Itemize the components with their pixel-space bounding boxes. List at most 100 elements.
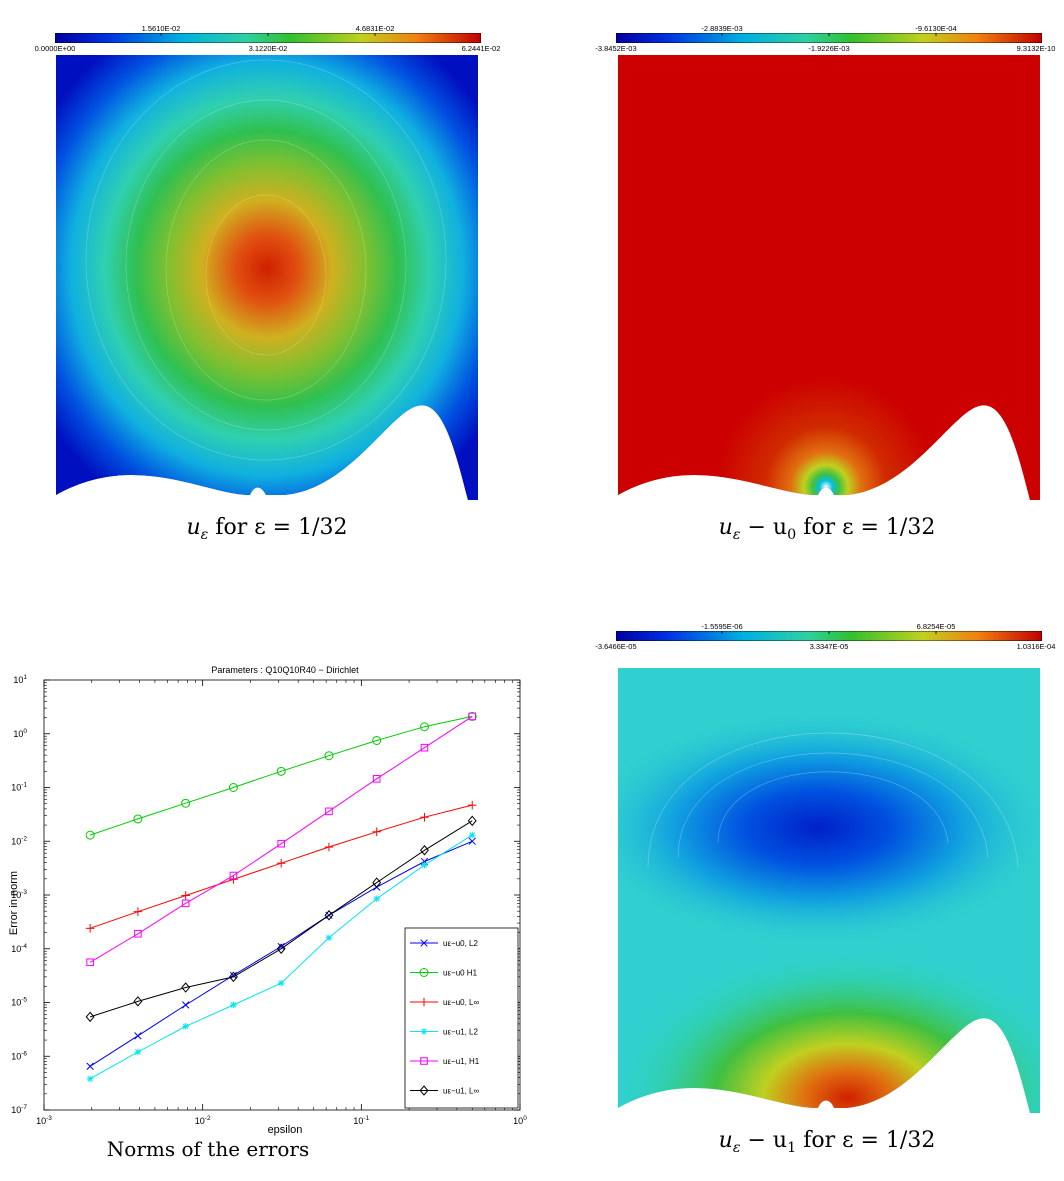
- y-tick-label: 101: [13, 674, 27, 685]
- legend-marker: [420, 1028, 428, 1035]
- data-point: [134, 1032, 142, 1040]
- colorbar-label: -2.8839E-03: [701, 24, 743, 33]
- data-point: [86, 958, 94, 967]
- data-point: [324, 751, 334, 761]
- data-point: [228, 971, 238, 983]
- data-point: [324, 909, 334, 921]
- colorbar-label: 6.8254E-05: [916, 622, 956, 631]
- data-point: [277, 839, 285, 848]
- data-point: [86, 1062, 94, 1070]
- legend-box: [404, 927, 519, 1109]
- data-point: [181, 899, 190, 908]
- data-point: [277, 979, 285, 987]
- colorbar-label: 3.3347E-05: [809, 642, 849, 651]
- data-point: [276, 943, 286, 955]
- data-point: [467, 815, 477, 827]
- data-point: [181, 891, 190, 900]
- colorbar: [55, 33, 481, 43]
- colorbar: [616, 33, 1042, 43]
- colorbar: [616, 631, 1042, 641]
- y-tick-label: 10-4: [11, 943, 27, 954]
- caption-norms-of-errors: Norms of the errors: [106, 1137, 310, 1161]
- data-point: [181, 982, 191, 993]
- data-point: [468, 831, 476, 839]
- data-point: [276, 858, 286, 868]
- data-point: [373, 895, 381, 903]
- y-tick-label: 100: [13, 728, 27, 739]
- data-point: [182, 1001, 190, 1009]
- data-point: [468, 837, 476, 845]
- legend-label: uε−u1, L∞: [443, 1087, 479, 1096]
- field-plot-u-epsilon-minus-u1: [618, 668, 1040, 1113]
- x-tick-label: 10-2: [195, 1115, 211, 1126]
- colorbar-label: 6.2441E-02: [461, 44, 501, 53]
- x-tick-label: 100: [513, 1115, 527, 1126]
- chart-title: Parameters : Q10Q10R40 − Dirichlet: [211, 665, 359, 675]
- series-line: [89, 820, 473, 1018]
- caption-u-epsilon-minus-u1: uε − u1 for ε = 1/32: [718, 1128, 936, 1156]
- data-point: [228, 783, 238, 792]
- caption-u-epsilon-minus-u0: uε − u0 for ε = 1/32: [718, 515, 936, 543]
- data-point: [420, 743, 429, 752]
- field-plot-u-epsilon-minus-u0: [618, 55, 1040, 500]
- colorbar-label: -1.5595E-06: [701, 622, 743, 631]
- data-point: [133, 907, 143, 916]
- y-tick-label: 10-5: [11, 997, 27, 1008]
- data-point: [421, 861, 428, 869]
- data-point: [133, 996, 143, 1007]
- series-line: [89, 715, 473, 963]
- data-point: [420, 844, 429, 856]
- legend-label: uε−u0, L2: [443, 939, 478, 948]
- field-plot-u-epsilon: [56, 55, 478, 500]
- colorbar-label: 1.0316E-04: [1016, 642, 1056, 651]
- x-tick-label: 10-3: [36, 1115, 52, 1126]
- panel-u-epsilon-minus-u0: -2.8839E-03 -9.6130E-04 -3.8452E-03 -1.9…: [560, 0, 1064, 560]
- y-tick-label: 10-6: [11, 1050, 27, 1061]
- colorbar-label: 4.6831E-02: [355, 24, 395, 33]
- legend-marker: [419, 968, 429, 977]
- legend-marker: [420, 939, 428, 947]
- legend-label: uε−u0, L∞: [443, 998, 479, 1007]
- legend-label: uε−u1, L2: [443, 1028, 478, 1037]
- data-point: [324, 842, 334, 852]
- data-point: [181, 798, 191, 808]
- legend-marker: [420, 1057, 428, 1065]
- data-point: [277, 942, 285, 951]
- colorbar-label: 9.3132E-10: [1016, 44, 1056, 53]
- panel-u-epsilon: 1.5610E-02 4.6831E-02 0.0000E+00 3.1220E…: [0, 0, 520, 560]
- data-point: [229, 875, 238, 884]
- panel-u-epsilon-minus-u1: -1.5595E-06 6.8254E-05 -3.6466E-05 3.334…: [560, 610, 1064, 1181]
- data-point: [229, 871, 238, 880]
- data-point: [325, 934, 333, 942]
- colorbar-label: 1.5610E-02: [141, 24, 181, 33]
- colorbar-label: -3.8452E-03: [595, 44, 637, 53]
- data-point: [467, 711, 477, 721]
- data-point: [372, 877, 382, 888]
- x-tick-label: 10-1: [353, 1115, 369, 1126]
- data-point: [372, 827, 382, 837]
- y-tick-label: 10-3: [11, 889, 27, 900]
- y-tick-label: 10-7: [11, 1104, 27, 1115]
- data-point: [468, 712, 477, 721]
- colorbar-label: 3.1220E-02: [248, 44, 288, 53]
- legend-label: uε−u0 H1: [443, 969, 478, 978]
- series-line: [89, 715, 473, 836]
- data-point: [134, 929, 142, 938]
- y-tick-label: 10-1: [11, 782, 27, 793]
- y-axis-label: Error in norm: [8, 871, 20, 935]
- legend-marker: [419, 997, 429, 1007]
- data-point: [133, 814, 143, 824]
- data-point: [134, 1048, 142, 1056]
- data-point: [85, 830, 95, 840]
- data-point: [419, 722, 429, 732]
- colorbar-label: -1.9226E-03: [808, 44, 850, 53]
- y-tick-label: 10-2: [11, 835, 27, 846]
- caption-u-epsilon: uε for ε = 1/32: [186, 515, 348, 543]
- colorbar-label: -9.6130E-04: [915, 24, 957, 33]
- data-point: [467, 800, 477, 810]
- data-point: [182, 1023, 189, 1030]
- data-point: [85, 1011, 95, 1023]
- data-point: [85, 924, 95, 933]
- error-norms-chart: Parameters : Q10Q10R40 − Dirichlet epsil…: [8, 665, 527, 1136]
- data-point: [420, 812, 429, 822]
